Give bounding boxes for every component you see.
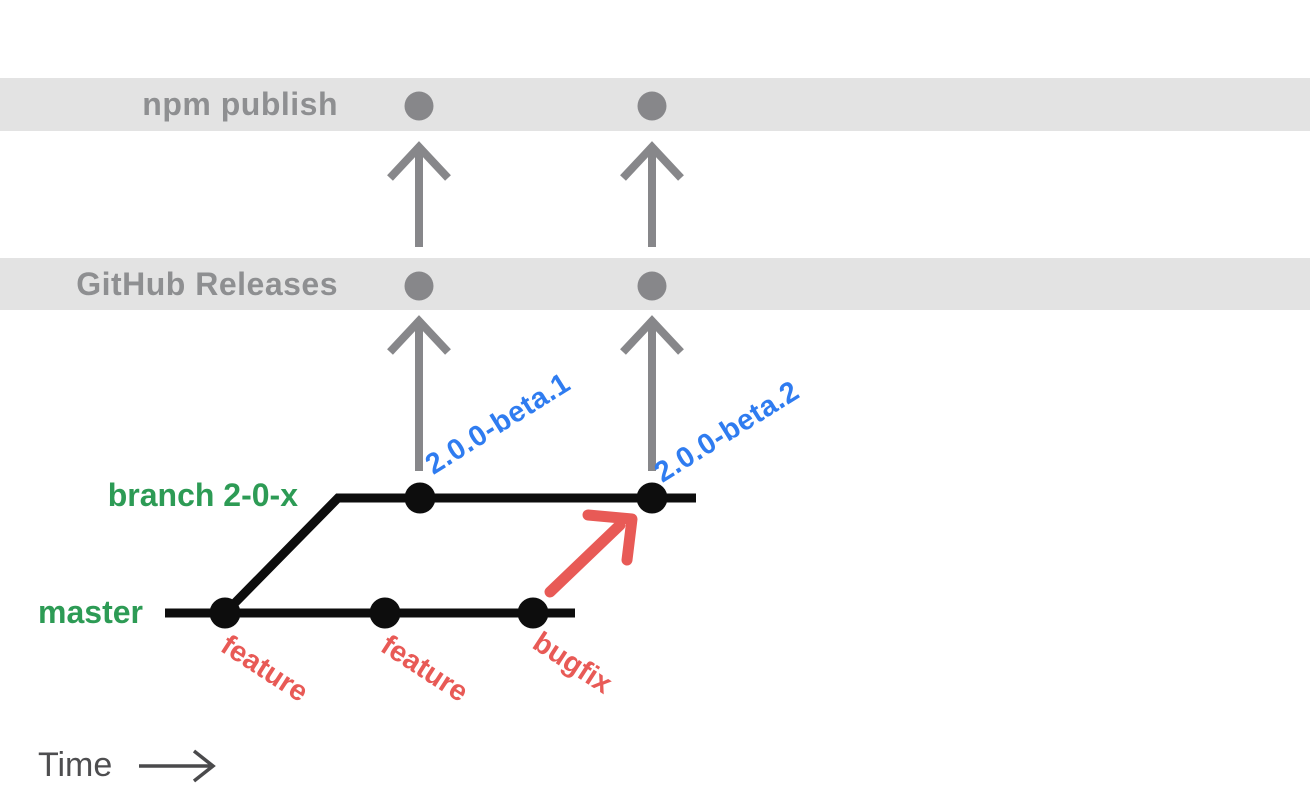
master-commit-feature-2 bbox=[369, 597, 401, 629]
npm-publish-label: npm publish bbox=[142, 86, 338, 122]
master-label: master bbox=[38, 594, 143, 630]
up-arrow-icon-github-to-npm-2 bbox=[620, 141, 684, 247]
branch-2-0-x-label: branch 2-0-x bbox=[107, 477, 298, 513]
github-releases-label: GitHub Releases bbox=[76, 266, 338, 302]
branch-commit-beta1 bbox=[404, 482, 436, 514]
up-arrow-icon-branch-to-github-2 bbox=[620, 315, 684, 471]
branch-2-0-x-line bbox=[221, 493, 696, 617]
up-arrow-icon-github-to-npm-1 bbox=[387, 141, 451, 247]
github-release-node-1 bbox=[404, 271, 434, 301]
up-arrow-icon-branch-to-github-1 bbox=[387, 315, 451, 471]
master-commit-feature-1 bbox=[209, 597, 241, 629]
bugfix-merge-arrow-icon bbox=[544, 509, 638, 598]
time-axis-label: Time bbox=[38, 746, 113, 784]
npm-publish-node-2 bbox=[637, 91, 667, 121]
master-commit-bugfix bbox=[517, 597, 549, 629]
npm-publish-node-1 bbox=[404, 91, 434, 121]
github-release-node-2 bbox=[637, 271, 667, 301]
branch-commit-beta2 bbox=[636, 482, 668, 514]
time-arrow-icon bbox=[139, 749, 216, 783]
